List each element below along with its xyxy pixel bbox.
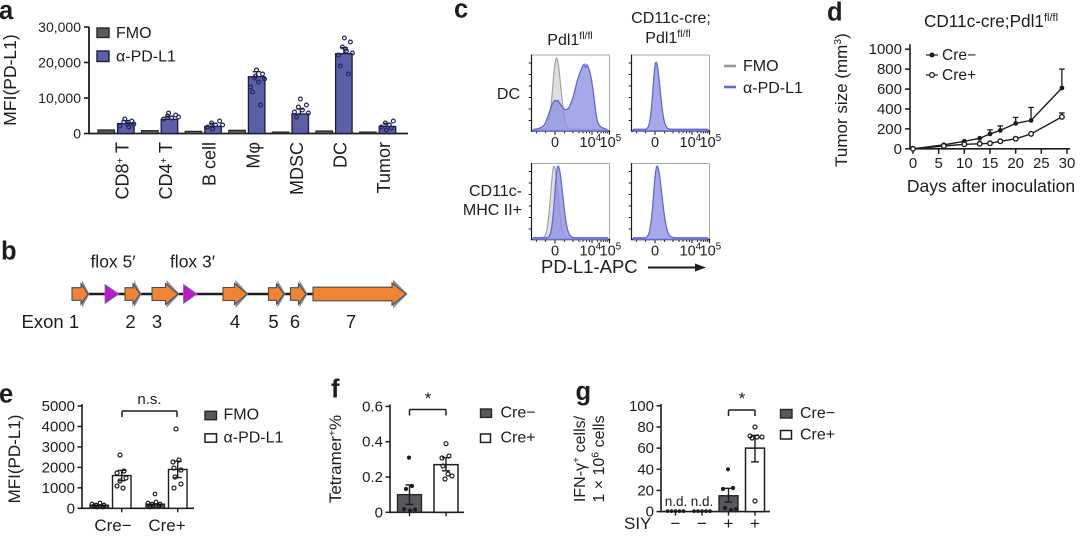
svg-text:c: c [454, 0, 468, 24]
svg-text:α-PD-L1: α-PD-L1 [116, 49, 176, 66]
svg-text:200: 200 [877, 121, 902, 138]
svg-text:4: 4 [230, 311, 240, 332]
svg-text:400: 400 [877, 101, 902, 118]
svg-text:Cre+: Cre+ [148, 516, 185, 535]
svg-text:Cre+: Cre+ [501, 430, 536, 447]
svg-text:CD8+ T: CD8+ T [113, 142, 133, 200]
svg-text:10,000: 10,000 [38, 90, 81, 106]
svg-text:Exon: Exon [22, 311, 64, 332]
svg-text:−: − [671, 514, 681, 533]
svg-text:600: 600 [877, 81, 902, 98]
svg-text:5: 5 [934, 155, 942, 172]
svg-text:Cre−: Cre− [942, 47, 976, 64]
svg-text:n.s.: n.s. [137, 391, 161, 408]
svg-text:SIY: SIY [624, 514, 651, 533]
svg-text:0: 0 [651, 135, 659, 151]
svg-text:*: * [425, 389, 432, 408]
svg-text:1000: 1000 [42, 480, 75, 497]
svg-text:flox 5′: flox 5′ [90, 252, 135, 272]
svg-text:Cre−: Cre− [800, 405, 835, 422]
svg-text:n.d.: n.d. [665, 494, 688, 509]
svg-text:FMO: FMO [116, 25, 152, 42]
svg-text:+: + [724, 514, 734, 533]
svg-text:CD4+ T: CD4+ T [156, 142, 176, 200]
svg-text:MHC II+: MHC II+ [463, 202, 522, 219]
svg-text:Tumor size (mm3): Tumor size (mm3) [832, 33, 851, 167]
svg-text:10: 10 [956, 155, 973, 172]
svg-text:FMO: FMO [743, 58, 779, 75]
svg-text:3000: 3000 [42, 439, 75, 456]
svg-text:Days after inoculation: Days after inoculation [907, 176, 1075, 196]
svg-text:60: 60 [637, 440, 654, 457]
svg-text:0: 0 [67, 500, 75, 517]
svg-text:Mφ: Mφ [243, 142, 263, 169]
svg-text:20: 20 [1007, 155, 1024, 172]
svg-text:7: 7 [346, 311, 356, 332]
svg-text:6: 6 [290, 311, 300, 332]
svg-text:2000: 2000 [42, 459, 75, 476]
svg-text:n.d.: n.d. [691, 494, 714, 509]
svg-text:DC: DC [497, 86, 520, 103]
svg-text:f: f [331, 376, 340, 404]
svg-text:+: + [750, 514, 760, 533]
svg-text:20: 20 [637, 482, 654, 499]
svg-text:IFN-γ+ cells/: IFN-γ+ cells/ [571, 415, 590, 502]
svg-text:40: 40 [637, 461, 654, 478]
svg-text:Cre+: Cre+ [800, 427, 835, 444]
svg-text:30: 30 [1059, 155, 1076, 172]
svg-text:−: − [697, 514, 707, 533]
svg-text:0: 0 [73, 126, 81, 142]
svg-text:0: 0 [909, 155, 917, 172]
svg-text:0.6: 0.6 [362, 398, 383, 415]
svg-text:α-PD-L1: α-PD-L1 [224, 430, 284, 447]
svg-text:800: 800 [877, 61, 902, 78]
svg-text:80: 80 [637, 419, 654, 436]
svg-text:30,000: 30,000 [38, 19, 81, 35]
svg-text:Cre−: Cre− [94, 516, 131, 535]
svg-text:0: 0 [551, 135, 559, 151]
svg-text:0: 0 [375, 504, 383, 521]
svg-text:b: b [1, 238, 17, 266]
svg-text:15: 15 [982, 155, 999, 172]
svg-text:20,000: 20,000 [38, 55, 81, 71]
svg-text:1 × 106 cells: 1 × 106 cells [590, 415, 609, 502]
svg-text:MFI(PD-L1): MFI(PD-L1) [5, 415, 24, 504]
svg-text:1000: 1000 [869, 41, 902, 58]
svg-text:*: * [739, 389, 746, 408]
svg-text:5000: 5000 [42, 398, 75, 415]
svg-text:3: 3 [152, 311, 162, 332]
svg-text:flox 3′: flox 3′ [170, 252, 215, 272]
svg-text:g: g [576, 378, 592, 406]
svg-text:0: 0 [894, 141, 902, 158]
svg-text:α-PD-L1: α-PD-L1 [743, 80, 803, 97]
svg-text:4000: 4000 [42, 418, 75, 435]
svg-text:0: 0 [551, 244, 559, 260]
svg-text:2: 2 [125, 311, 135, 332]
svg-text:0: 0 [651, 244, 659, 260]
svg-text:MDSC: MDSC [287, 142, 307, 195]
svg-text:0.2: 0.2 [362, 469, 383, 486]
svg-text:Tetramer+%: Tetramer+% [326, 415, 345, 503]
svg-text:25: 25 [1033, 155, 1050, 172]
svg-text:DC: DC [331, 142, 351, 168]
svg-text:CD11c-cre;Pdl1fl/fl: CD11c-cre;Pdl1fl/fl [924, 11, 1058, 31]
svg-text:0.4: 0.4 [362, 434, 383, 451]
svg-text:100: 100 [629, 398, 654, 415]
svg-text:0: 0 [646, 504, 654, 521]
svg-text:a: a [0, 0, 14, 25]
svg-text:1: 1 [69, 311, 79, 332]
svg-text:CD11c-cre;: CD11c-cre; [631, 10, 711, 27]
svg-text:CD11c-: CD11c- [469, 183, 522, 200]
svg-text:Cre+: Cre+ [942, 67, 976, 84]
svg-text:FMO: FMO [224, 407, 260, 424]
svg-text:PD-L1-APC: PD-L1-APC [541, 256, 638, 277]
svg-text:Tumor: Tumor [374, 142, 394, 193]
svg-text:5: 5 [268, 311, 278, 332]
svg-text:MFI(PD-L1): MFI(PD-L1) [0, 34, 20, 125]
svg-text:d: d [827, 0, 843, 27]
svg-text:e: e [0, 381, 13, 409]
svg-text:B cell: B cell [200, 142, 220, 186]
svg-text:Cre−: Cre− [501, 405, 536, 422]
